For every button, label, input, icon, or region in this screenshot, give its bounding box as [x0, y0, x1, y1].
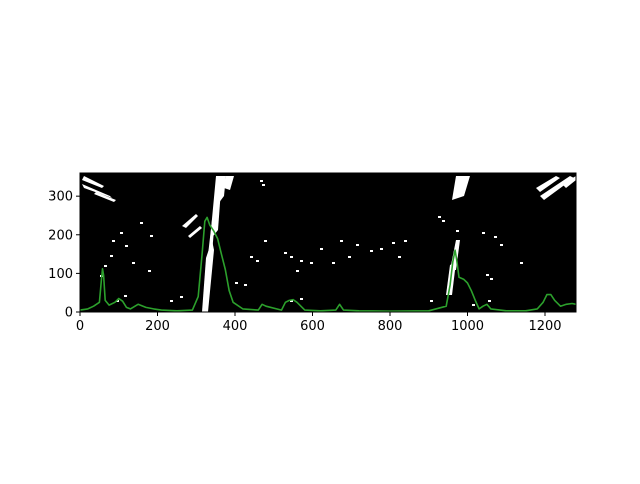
lane-pixel-speckle	[320, 248, 323, 250]
lane-pixel-speckle	[340, 240, 343, 242]
lane-pixel-speckle	[262, 184, 265, 186]
y-tick-label: 0	[65, 306, 73, 321]
lane-pixel-speckle	[486, 274, 489, 276]
lane-pixel-speckle	[116, 300, 119, 302]
lane-pixel-speckle	[260, 180, 263, 182]
lane-pixel-speckle	[235, 282, 238, 284]
series-line-0	[79, 216, 577, 313]
lane-pixel-speckle	[494, 236, 497, 238]
lane-pixel-speckle	[180, 296, 183, 298]
x-tick-label: 600	[300, 319, 325, 334]
lane-pixel-blob	[452, 176, 470, 200]
lane-pixel-speckle	[110, 255, 113, 257]
lane-pixel-speckle	[490, 278, 493, 280]
lane-pixel-blob	[82, 184, 112, 198]
lane-pixel-speckle	[244, 284, 247, 286]
x-tick-label: 800	[378, 319, 403, 334]
x-axis: 0 200 400 600 800 1000 1200	[76, 312, 562, 334]
lane-pixel-speckle	[148, 270, 151, 272]
lane-pixel-speckle	[264, 240, 267, 242]
lane-pixel-blob	[536, 176, 560, 192]
lane-pixel-blob	[562, 176, 576, 188]
lane-pixel-speckle	[124, 295, 127, 297]
lane-pixel-speckle	[456, 230, 459, 232]
lane-pixel-speckle	[296, 270, 299, 272]
lane-pixel-speckle	[438, 216, 441, 218]
lane-pixel-speckle	[430, 300, 433, 302]
y-tick-label: 100	[48, 267, 73, 282]
image-background	[80, 173, 576, 312]
y-axis: 0 100 200 300	[48, 190, 80, 321]
lane-pixel-speckle	[300, 260, 303, 262]
lane-pixel-blob	[82, 176, 104, 188]
lane-pixel-blob	[224, 176, 234, 190]
lane-pixel-speckle	[150, 235, 153, 237]
lane-pixel-speckle	[472, 304, 475, 306]
histogram-line-layer	[79, 216, 577, 313]
lane-pixel-blob	[182, 214, 198, 228]
y-tick-label: 300	[48, 190, 73, 205]
lane-pixel-speckle	[250, 256, 253, 258]
lane-pixel-speckle	[310, 262, 313, 264]
lane-pixel-speckle	[404, 240, 407, 242]
y-tick-label: 200	[48, 228, 73, 243]
lane-pixel-speckle	[300, 298, 303, 300]
lane-pixel-speckle	[284, 252, 287, 254]
lane-pixel-speckle	[132, 262, 135, 264]
axes-frame	[79, 172, 577, 313]
x-tick-label: 200	[145, 319, 170, 334]
lane-pixel-blob	[218, 176, 226, 204]
lane-pixel-speckle	[112, 240, 115, 242]
x-tick-label: 1200	[528, 319, 561, 334]
lane-pixel-speckle	[398, 256, 401, 258]
lane-pixel-speckle	[256, 260, 259, 262]
x-tick-label: 1000	[451, 319, 484, 334]
lane-pixel-speckle	[442, 220, 445, 222]
lane-pixel-speckle	[380, 248, 383, 250]
lane-pixel-speckle	[392, 242, 395, 244]
lane-pixel-speckle	[140, 222, 143, 224]
lane-pixel-speckle	[332, 262, 335, 264]
lane-pixel-speckle	[125, 245, 128, 247]
lane-pixel-speckle	[500, 244, 503, 246]
x-tick-label: 400	[223, 319, 248, 334]
x-tick-label: 0	[76, 319, 84, 334]
lane-pixel-speckle	[290, 256, 293, 258]
lane-pixel-speckle	[370, 250, 373, 252]
lane-pixel-speckle	[120, 232, 123, 234]
lane-pixel-speckle	[104, 265, 107, 267]
lane-pixel-speckle	[356, 244, 359, 246]
lane-pixel-speckle	[170, 300, 173, 302]
lane-pixel-blob	[94, 192, 116, 202]
lane-pixel-blob	[188, 226, 202, 238]
binary-lane-image	[80, 173, 576, 312]
lane-pixel-speckle	[482, 232, 485, 234]
lane-pixel-speckle	[488, 300, 491, 302]
lane-pixel-speckle	[348, 256, 351, 258]
lane-pixel-speckle	[290, 300, 293, 302]
lane-pixel-speckle	[520, 262, 523, 264]
